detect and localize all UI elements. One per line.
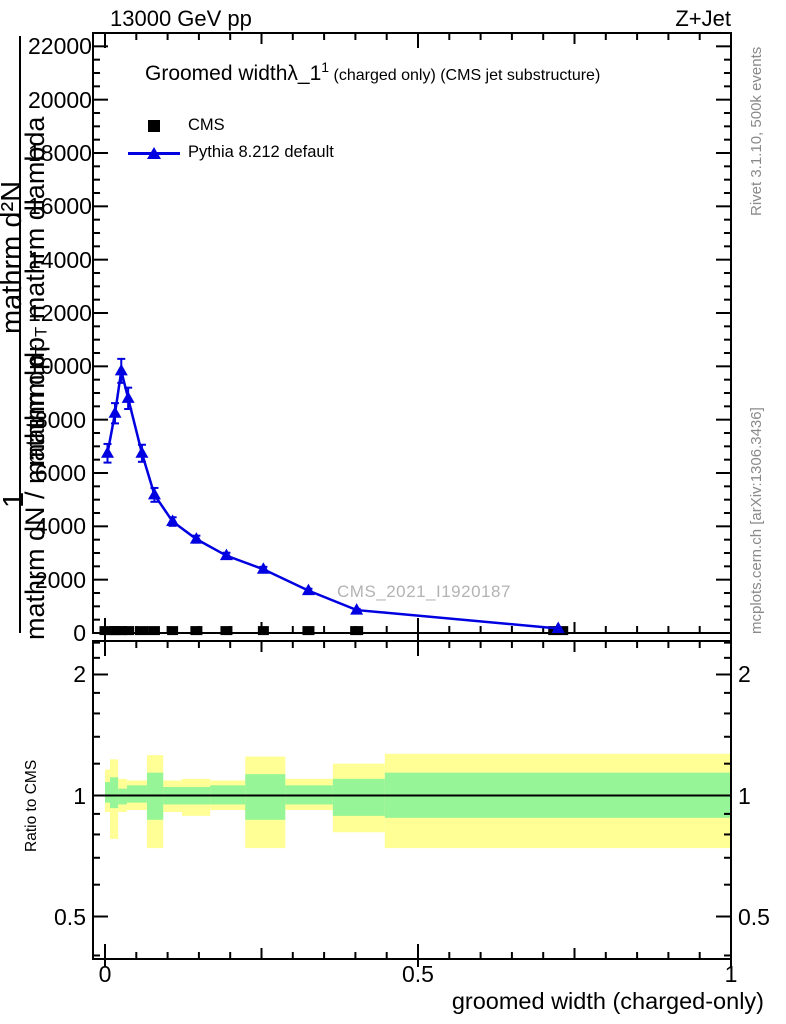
legend-label-cms: CMS bbox=[188, 116, 225, 134]
cms-data-marker-9 bbox=[257, 626, 269, 636]
xtick-label-0.5: 0.5 bbox=[402, 961, 434, 987]
ratio-inner-band-2 bbox=[118, 788, 127, 805]
main-ytick-label-10000: 10000 bbox=[28, 353, 92, 380]
cms-data-marker-2 bbox=[115, 626, 128, 636]
ratio-inner-band-8 bbox=[245, 774, 286, 820]
main-panel-frame bbox=[92, 32, 732, 634]
pythia-marker-12 bbox=[551, 621, 565, 633]
plot-title-suffix: (charged only) (CMS jet substructure) bbox=[329, 67, 601, 84]
cms-data-marker-6 bbox=[167, 626, 179, 636]
plot-title-lambda: λ_1 bbox=[287, 62, 322, 85]
x-axis-label: groomed width (charged-only) bbox=[451, 988, 764, 1014]
pythia-marker-4 bbox=[135, 446, 149, 458]
square-marker-icon bbox=[148, 119, 160, 132]
main-ytick-label-18000: 18000 bbox=[28, 140, 92, 166]
cms-data-marker-4 bbox=[134, 626, 149, 636]
ratio-inner-band-10 bbox=[332, 778, 385, 816]
ratio-inner-band-0 bbox=[105, 782, 111, 803]
cms-data-marker-11 bbox=[350, 626, 364, 636]
plot-title: Groomed widthλ_11 (charged only) (CMS je… bbox=[145, 59, 601, 86]
ratio-ytick-label-left-2: 2 bbox=[73, 661, 86, 688]
cms-data-marker-10 bbox=[302, 626, 315, 636]
cms-marker-swatch bbox=[128, 119, 180, 132]
cms-data-marker-8 bbox=[220, 626, 233, 636]
pythia-marker-8 bbox=[219, 548, 233, 561]
ratio-ytick-label-right-2: 2 bbox=[738, 661, 751, 688]
triangle-marker-icon bbox=[147, 146, 161, 159]
main-ytick-label-16000: 16000 bbox=[28, 193, 92, 220]
pythia-marker-0 bbox=[101, 446, 115, 458]
main-ytick-label-4000: 4000 bbox=[34, 513, 86, 540]
main-ytick-label-22000: 22000 bbox=[28, 33, 92, 60]
pythia-marker-7 bbox=[189, 532, 203, 544]
xtick-label-0: 0 bbox=[98, 961, 112, 987]
ratio-ytick-label-left-1: 1 bbox=[73, 782, 86, 809]
main-ytick-label-12000: 12000 bbox=[28, 300, 92, 326]
main-ytick-label-2000: 2000 bbox=[34, 566, 86, 593]
ratio-ytick-label-right-0.5: 0.5 bbox=[738, 903, 770, 930]
pythia-marker-1 bbox=[108, 406, 122, 418]
analysis-watermark: CMS_2021_I1920187 bbox=[337, 582, 511, 601]
pythia-marker-swatch bbox=[128, 146, 180, 159]
legend-item-cms: CMS bbox=[128, 112, 334, 139]
plot-title-superscript: 1 bbox=[321, 59, 330, 75]
cms-data-marker-5 bbox=[148, 626, 160, 636]
process-label: Z+Jet bbox=[675, 6, 731, 31]
pythia-marker-10 bbox=[301, 583, 315, 596]
pythia-marker-6 bbox=[166, 514, 180, 527]
cms-data-marker-1 bbox=[109, 626, 122, 636]
main-ytick-label-14000: 14000 bbox=[28, 246, 92, 273]
ratio-panel-frame bbox=[92, 640, 732, 960]
pythia-marker-5 bbox=[147, 487, 161, 500]
cms-data-marker-3 bbox=[122, 626, 135, 636]
main-ytick-label-20000: 20000 bbox=[28, 86, 92, 113]
cms-data-marker-7 bbox=[190, 626, 203, 636]
legend-item-pythia: Pythia 8.212 default bbox=[128, 139, 334, 166]
main-ytick-label-8000: 8000 bbox=[34, 406, 86, 433]
ratio-inner-band-1 bbox=[110, 777, 119, 809]
legend-label-pythia: Pythia 8.212 default bbox=[188, 143, 334, 161]
xtick-label-1: 1 bbox=[724, 961, 738, 987]
pythia-marker-3 bbox=[121, 391, 135, 403]
pythia-marker-2 bbox=[114, 363, 128, 376]
ratio-ytick-label-left-0.5: 0.5 bbox=[54, 903, 86, 930]
ratio-ytick-label-right-1: 1 bbox=[738, 782, 751, 809]
cms-data-marker-0 bbox=[99, 626, 116, 636]
plot-title-prefix: Groomed width bbox=[145, 62, 288, 85]
pythia-marker-11 bbox=[350, 603, 364, 615]
main-ytick-label-0: 0 bbox=[73, 620, 86, 646]
beam-energy-label: 13000 GeV pp bbox=[110, 6, 252, 31]
fraction-bar bbox=[19, 36, 21, 633]
ratio-inner-band-3 bbox=[126, 785, 147, 803]
main-ytick-label-6000: 6000 bbox=[34, 460, 86, 486]
pythia-marker-9 bbox=[256, 562, 270, 574]
legend: CMS Pythia 8.212 default bbox=[128, 112, 334, 166]
